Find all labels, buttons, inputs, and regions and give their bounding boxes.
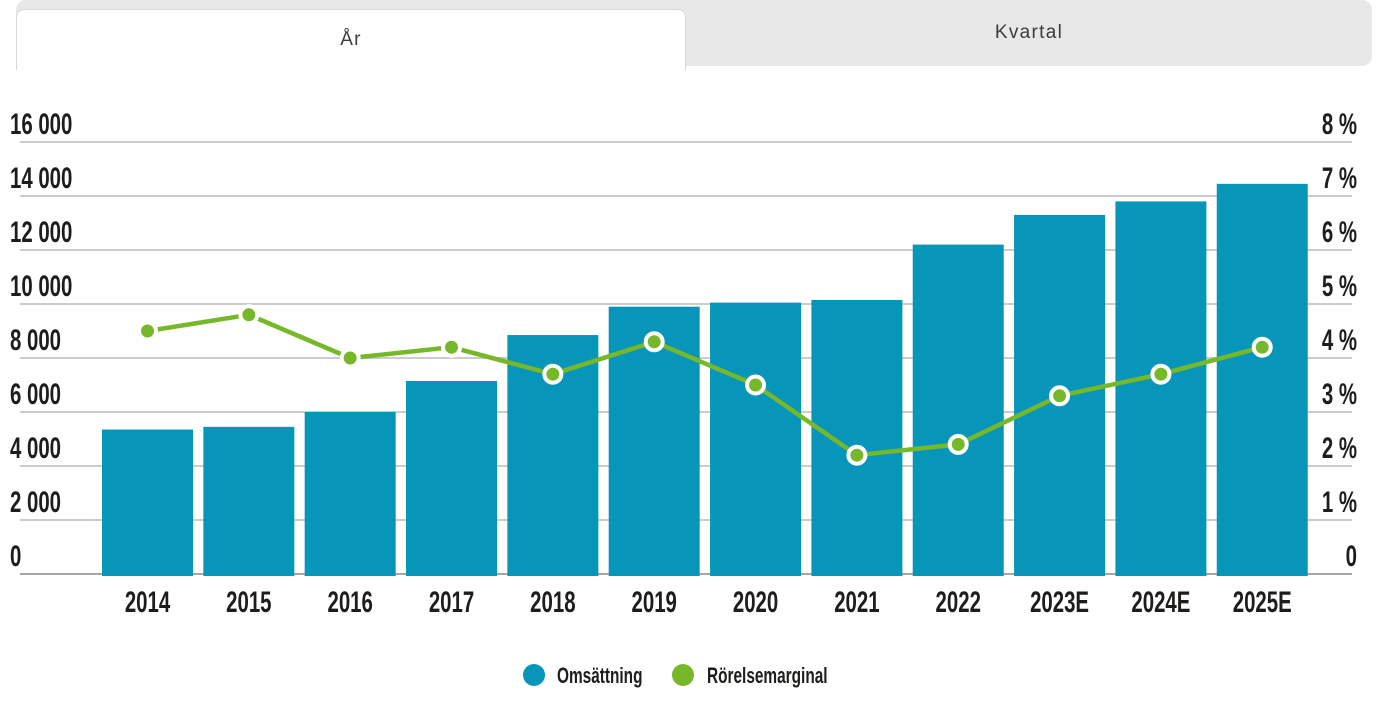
- x-axis-label: 2014: [125, 586, 171, 619]
- left-axis-tick: 14 000: [10, 162, 72, 195]
- margin-point-2025E[interactable]: [1251, 336, 1273, 358]
- margin-point-2020[interactable]: [745, 374, 767, 396]
- x-axis-label: 2018: [530, 586, 575, 619]
- tab-ar[interactable]: År: [16, 9, 686, 70]
- margin-point-2019[interactable]: [643, 331, 665, 353]
- x-axis-label: 2020: [733, 586, 778, 619]
- bar-2022[interactable]: [912, 244, 1004, 576]
- margin-line: [145, 312, 1265, 458]
- margin-point-2024E[interactable]: [1150, 363, 1172, 385]
- tab-bar: År Kvartal: [0, 0, 1380, 70]
- right-axis-tick: 3 %: [1322, 378, 1357, 411]
- bar-2014[interactable]: [102, 429, 193, 576]
- x-axis-label: 2024E: [1131, 586, 1190, 619]
- margin-point-2021[interactable]: [846, 444, 868, 466]
- x-axis-label: 2019: [632, 586, 677, 619]
- left-axis-tick: 2 000: [10, 486, 61, 519]
- left-axis-tick: 0: [10, 540, 21, 573]
- tab-ar-label: År: [340, 29, 362, 50]
- margin-point-2016[interactable]: [339, 347, 361, 369]
- bar-2020[interactable]: [710, 302, 802, 576]
- left-axis-tick: 6 000: [10, 378, 61, 411]
- tab-kvartal-label: Kvartal: [994, 22, 1064, 43]
- x-axis-label: 2023E: [1030, 586, 1089, 619]
- x-axis-label: 2015: [226, 586, 271, 619]
- margin-point-2015[interactable]: [238, 304, 260, 326]
- left-axis-tick: 8 000: [10, 324, 61, 357]
- left-axis-tick: 12 000: [10, 216, 72, 249]
- tab-kvartal[interactable]: Kvartal: [686, 0, 1372, 66]
- right-axis-tick: 6 %: [1322, 216, 1357, 249]
- right-axis-tick: 1 %: [1322, 486, 1357, 519]
- left-axis-tick: 4 000: [10, 432, 61, 465]
- x-axis-label: 2017: [429, 586, 474, 619]
- left-axis-tick: 10 000: [10, 270, 72, 303]
- bar-2024E[interactable]: [1115, 201, 1207, 576]
- x-axis-label: 2022: [936, 586, 981, 619]
- bar-2015[interactable]: [203, 426, 295, 576]
- margin-point-2022[interactable]: [947, 433, 969, 455]
- right-axis-tick: 7 %: [1322, 162, 1357, 195]
- left-axis-tick: 16 000: [10, 108, 72, 141]
- legend-swatch-omsattning: [523, 664, 545, 686]
- bar-2025E[interactable]: [1216, 183, 1308, 576]
- margin-point-2017[interactable]: [441, 336, 463, 358]
- legend-swatch-rorelsemarginal: [672, 664, 694, 686]
- bar-2021[interactable]: [811, 299, 903, 576]
- bar-2017[interactable]: [406, 380, 498, 576]
- x-axis-label: 2016: [327, 586, 372, 619]
- bar-2016[interactable]: [304, 412, 396, 576]
- legend-label-rorelsemarginal: Rörelsemarginal: [707, 664, 828, 688]
- x-axis-label: 2025E: [1233, 586, 1292, 619]
- x-axis-label: 2021: [834, 586, 879, 619]
- margin-point-2014[interactable]: [137, 320, 158, 342]
- legend-label-omsattning: Omsättning: [557, 664, 642, 688]
- right-axis-tick: 8 %: [1322, 108, 1357, 141]
- combo-chart: 0 2 000 4 000 6 000 8 000 10 000 12 000 14 000 1…: [10, 108, 1357, 689]
- margin-point-2023E[interactable]: [1049, 385, 1071, 407]
- right-axis-tick: 0: [1346, 540, 1357, 573]
- margin-point-2018[interactable]: [542, 363, 564, 385]
- right-axis-tick: 4 %: [1322, 324, 1357, 357]
- right-axis-tick: 5 %: [1322, 270, 1357, 303]
- right-axis-tick: 2 %: [1322, 432, 1357, 465]
